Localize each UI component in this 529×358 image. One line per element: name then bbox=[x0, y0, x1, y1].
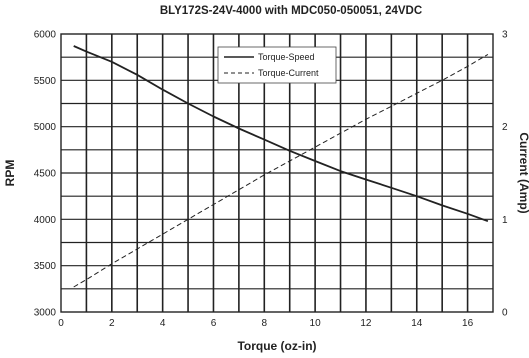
x-tick-label: 10 bbox=[310, 318, 322, 329]
y2-tick-label: 0 bbox=[502, 308, 508, 319]
y-tick-label: 5000 bbox=[34, 122, 57, 133]
grid bbox=[61, 34, 493, 312]
legend-box bbox=[217, 46, 337, 84]
x-tick-label: 4 bbox=[160, 318, 166, 329]
y-tick-label: 3500 bbox=[34, 261, 57, 272]
y-tick-label: 4000 bbox=[34, 215, 57, 226]
x-tick-label: 2 bbox=[109, 318, 115, 329]
y-tick-label: 6000 bbox=[34, 30, 57, 41]
y-tick-label: 5500 bbox=[34, 76, 57, 87]
series bbox=[73, 45, 489, 288]
y-tick-label: 3000 bbox=[34, 308, 57, 319]
x-tick-label: 6 bbox=[211, 318, 217, 329]
x-tick-label: 14 bbox=[411, 318, 423, 329]
y2-axis-label: Current (Amp) bbox=[517, 132, 529, 213]
x-axis-label: Torque (oz-in) bbox=[237, 339, 316, 353]
legend-label-torque-current: Torque-Current bbox=[258, 68, 319, 78]
plot-area bbox=[60, 33, 494, 313]
chart-title: BLY172S-24V-4000 with MDC050-050051, 24V… bbox=[160, 5, 422, 17]
series-line-torque-speed bbox=[73, 45, 489, 223]
y2-tick-label: 2 bbox=[502, 122, 508, 133]
x-tick-label: 0 bbox=[58, 318, 64, 329]
x-tick-label: 12 bbox=[360, 318, 372, 329]
axis-ticks: 0 2 4 6 8 10 12 14 16300035004000450050005500600… bbox=[34, 30, 508, 330]
x-tick-label: 8 bbox=[262, 318, 268, 329]
y2-tick-label: 3 bbox=[502, 30, 508, 41]
y-axis-label: RPM bbox=[3, 160, 17, 187]
legend: Torque-Speed Torque-Current bbox=[217, 46, 337, 84]
legend-label-torque-speed: Torque-Speed bbox=[258, 52, 315, 62]
y-tick-label: 4500 bbox=[34, 169, 57, 180]
series-line-torque-current bbox=[73, 53, 489, 288]
x-tick-label: 16 bbox=[462, 318, 474, 329]
y2-tick-label: 1 bbox=[502, 215, 508, 226]
